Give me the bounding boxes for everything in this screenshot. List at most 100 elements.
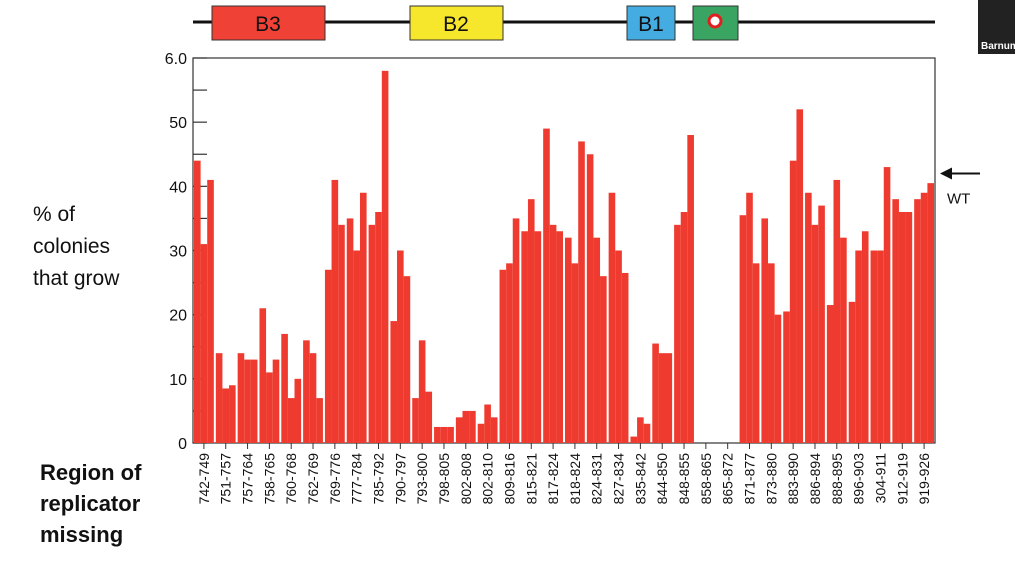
x-tick-label: 912-919: [894, 453, 910, 505]
segment-label: B1: [638, 13, 664, 36]
bar: [687, 135, 694, 443]
bar: [739, 215, 747, 443]
x-tick-label: 873-880: [763, 453, 779, 505]
bar: [848, 301, 856, 443]
x-tick-label: 758-765: [261, 453, 277, 505]
bar: [549, 224, 557, 443]
bar: [593, 237, 601, 443]
thumbnail-name: Barnum: [981, 41, 1015, 52]
bar: [244, 359, 251, 443]
bar: [412, 398, 419, 443]
bar: [621, 272, 629, 443]
bar: [556, 231, 563, 443]
x-tick-label: 815-821: [523, 453, 539, 505]
bar: [368, 224, 376, 443]
bar: [927, 183, 934, 443]
y-tick-label: 10: [169, 372, 187, 389]
bar: [250, 359, 258, 443]
bar: [425, 391, 433, 443]
bar: [303, 340, 310, 443]
bar: [652, 343, 659, 443]
bar: [353, 250, 360, 443]
bar: [309, 353, 317, 443]
bar: [578, 141, 585, 443]
bar: [789, 160, 797, 443]
x-tick-label: 802-810: [480, 453, 496, 505]
bar: [826, 305, 834, 443]
bar: [805, 192, 812, 443]
x-tick-label: 871-877: [742, 453, 758, 505]
bar: [338, 224, 345, 443]
bar: [506, 263, 513, 443]
bar: [630, 436, 638, 443]
y-axis-label: colonies: [33, 235, 110, 258]
bar: [499, 269, 507, 443]
bar: [565, 237, 572, 443]
bar: [215, 353, 223, 443]
bar: [455, 417, 463, 443]
segment-box: [409, 5, 504, 41]
y-tick-label: 0: [178, 436, 187, 453]
annotation-arrowhead: [940, 167, 952, 180]
x-axis-label: Region of: [40, 460, 142, 485]
bar: [774, 314, 782, 443]
bar: [440, 426, 448, 443]
bar: [861, 231, 869, 443]
x-tick-label: 888-895: [829, 453, 845, 505]
x-tick-label: 896-903: [851, 453, 867, 505]
bar: [615, 250, 622, 443]
bar: [586, 154, 594, 443]
x-tick-label: 817-824: [545, 453, 561, 505]
bar: [658, 353, 666, 443]
bar: [521, 231, 528, 443]
bar: [665, 353, 673, 443]
annotation-label: WT: [947, 191, 970, 208]
bar: [527, 199, 535, 443]
x-tick-label: 793-800: [414, 453, 430, 505]
x-tick-label: 742-749: [196, 453, 212, 505]
bar: [855, 250, 862, 443]
bar: [761, 218, 769, 443]
x-tick-label: 757-764: [240, 453, 256, 505]
bar: [883, 167, 891, 444]
bar: [543, 128, 550, 444]
bar: [811, 224, 819, 443]
y-tick-label: 20: [169, 308, 187, 325]
bar: [229, 385, 236, 443]
segment-box: [626, 5, 676, 41]
x-tick-label: 304-911: [872, 453, 888, 504]
x-tick-label: 790-797: [392, 453, 408, 505]
bar: [403, 276, 411, 443]
x-tick-label: 751-757: [218, 453, 234, 505]
x-tick-label: 844-850: [654, 453, 670, 505]
bar: [840, 237, 847, 443]
x-tick-label: 809-816: [501, 453, 517, 505]
x-tick-label: 818-824: [567, 453, 583, 505]
y-axis-label: that grow: [33, 267, 120, 290]
bar: [200, 244, 208, 443]
bar: [397, 250, 404, 443]
bar: [571, 263, 579, 443]
bar: [346, 218, 354, 443]
bar: [447, 426, 454, 443]
bar: [870, 250, 878, 443]
x-tick-label: 798-805: [436, 453, 452, 505]
x-tick-label: 777-784: [349, 453, 365, 505]
bar: [469, 410, 476, 443]
y-axis-label: % of: [33, 203, 75, 226]
origin-icon: [707, 13, 723, 29]
bar: [512, 218, 520, 443]
x-tick-label: 762-769: [305, 453, 321, 505]
bar: [462, 410, 470, 443]
bar: [905, 212, 913, 443]
bar: [375, 212, 382, 443]
x-tick-label: 824-831: [589, 453, 605, 505]
y-tick-label: 40: [169, 179, 187, 196]
bar: [637, 417, 644, 443]
segment-label: B2: [443, 13, 469, 36]
bar: [674, 224, 681, 443]
bar: [920, 192, 928, 443]
y-tick-label: 50: [169, 115, 187, 132]
bar: [768, 263, 775, 443]
